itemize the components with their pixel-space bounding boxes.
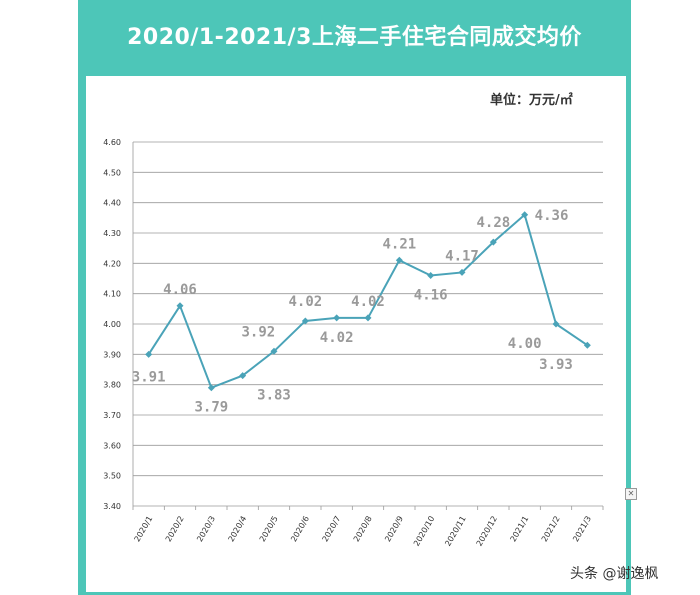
data-label: 4.00	[508, 336, 542, 352]
data-label: 4.02	[320, 330, 354, 346]
data-point	[364, 314, 372, 322]
x-tick-label: 2021/1	[509, 515, 531, 544]
y-tick-label: 4.50	[103, 168, 121, 177]
data-label: 4.02	[288, 294, 322, 310]
data-point	[521, 211, 529, 219]
data-point	[395, 256, 403, 264]
data-label: 3.79	[194, 400, 228, 416]
data-label: 4.36	[535, 208, 569, 224]
data-point	[583, 341, 591, 349]
data-label: 4.02	[351, 294, 385, 310]
data-point	[239, 372, 247, 380]
y-tick-label: 4.20	[103, 259, 121, 268]
y-tick-label: 4.00	[103, 320, 121, 329]
data-labels: 3.91 4.06 3.79 3.92 3.83 4.02 4.02 4.02 4.21 4.16…	[132, 208, 573, 416]
y-tick-label: 3.90	[103, 350, 121, 359]
x-tick-label: 2020/12	[475, 515, 499, 548]
data-point	[301, 317, 309, 325]
x-tick-label: 2020/7	[321, 515, 343, 544]
close-icon[interactable]: ✕	[625, 488, 637, 500]
x-tick-label: 2020/1	[133, 515, 155, 544]
data-point	[458, 268, 466, 276]
y-tick-label: 4.60	[103, 138, 121, 147]
y-tick-label: 4.10	[103, 290, 121, 299]
unit-label: 单位：万元/㎡	[490, 93, 573, 108]
data-label: 4.16	[414, 287, 448, 303]
price-series	[145, 211, 591, 392]
x-tick-label: 2020/6	[289, 515, 311, 544]
x-tick-label: 2021/3	[571, 515, 593, 544]
y-tick-label: 3.60	[103, 441, 121, 450]
x-tick-label: 2020/11	[443, 515, 467, 548]
y-tick-label: 4.40	[103, 199, 121, 208]
data-point	[489, 238, 497, 246]
data-point	[145, 350, 153, 358]
data-label: 3.93	[539, 357, 573, 373]
data-label: 4.17	[445, 248, 479, 264]
x-tick-label: 2020/3	[195, 515, 217, 544]
x-tick-label: 2020/8	[352, 515, 374, 544]
data-label: 4.21	[382, 236, 416, 252]
data-point	[333, 314, 341, 322]
x-tick-label: 2020/9	[383, 515, 405, 544]
y-axis: 3.40 3.50 3.60 3.70 3.80 3.90 4.00 4.10 4.20 4.30…	[103, 138, 134, 511]
data-point	[270, 347, 278, 355]
gridlines	[133, 141, 603, 507]
data-point	[552, 320, 560, 328]
y-tick-label: 3.40	[103, 502, 121, 511]
x-tick-label: 2020/4	[227, 515, 249, 544]
y-tick-label: 3.70	[103, 411, 121, 420]
chart-title: 2020/1-2021/3上海二手住宅合同成交均价	[127, 25, 582, 50]
data-label: 3.91	[132, 369, 166, 385]
data-point	[427, 271, 435, 279]
watermark-text: 头条 @谢逸枫	[570, 566, 659, 582]
y-tick-label: 3.50	[103, 472, 121, 481]
data-point	[176, 302, 184, 310]
x-tick-label: 2021/2	[540, 515, 562, 544]
y-tick-label: 4.30	[103, 229, 121, 238]
data-label: 4.28	[476, 215, 510, 231]
data-label: 3.92	[241, 324, 275, 340]
data-label: 4.06	[163, 282, 197, 298]
data-point	[207, 384, 215, 392]
x-axis: 2020/1 2020/2 2020/3 2020/4 2020/5 2020/6 2020…	[133, 506, 604, 548]
x-tick-label: 2020/5	[258, 515, 280, 544]
y-tick-label: 3.80	[103, 381, 121, 390]
x-tick-label: 2020/10	[412, 515, 436, 548]
x-tick-label: 2020/2	[164, 515, 186, 544]
data-label: 3.83	[257, 388, 291, 404]
